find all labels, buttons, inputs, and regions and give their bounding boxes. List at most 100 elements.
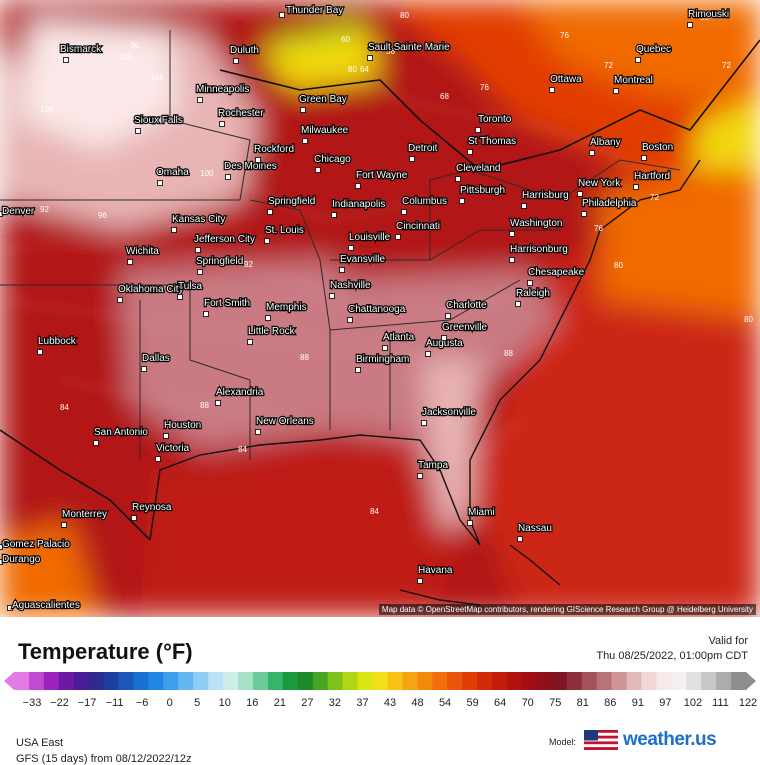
city-marker[interactable]: Sioux Falls [133, 114, 184, 134]
city-marker[interactable]: Augusta [425, 337, 464, 357]
contour-value-label: 88 [300, 353, 309, 362]
city-marker[interactable]: Memphis [265, 301, 308, 321]
city-marker[interactable]: Victoria [155, 442, 191, 462]
city-marker[interactable]: Fort Wayne [355, 169, 409, 189]
city-marker[interactable]: Dallas [141, 352, 171, 372]
city-marker[interactable]: Springfield [195, 255, 244, 275]
city-marker[interactable]: Gomez Palacio [0, 538, 71, 551]
city-marker[interactable]: Boston [641, 141, 674, 161]
city-marker[interactable]: Havana [417, 564, 454, 584]
city-marker[interactable]: St. Louis [264, 224, 305, 244]
city-marker[interactable]: Columbus [401, 195, 448, 215]
city-marker[interactable]: Cincinnati [395, 220, 441, 240]
city-marker[interactable]: Quebec [635, 43, 672, 63]
city-marker[interactable]: Hartford [633, 170, 671, 190]
city-label: Jacksonville [422, 407, 476, 418]
city-marker[interactable]: Toronto [475, 113, 513, 133]
city-marker[interactable]: Indianapolis [331, 198, 387, 218]
city-marker[interactable]: Ottawa [549, 73, 583, 93]
city-marker[interactable]: Albany [589, 136, 622, 156]
city-marker[interactable]: Monterrey [61, 508, 108, 528]
city-marker[interactable]: Tampa [417, 459, 450, 479]
city-marker[interactable]: Jefferson City [193, 233, 256, 253]
country-border [219, 39, 760, 171]
city-marker[interactable]: Louisville [348, 231, 392, 251]
city-marker[interactable]: Raleigh [515, 287, 551, 307]
city-marker[interactable]: Philadelphia [581, 197, 638, 217]
city-dot [265, 315, 271, 321]
city-marker[interactable]: Denver [0, 205, 36, 218]
city-marker[interactable]: Jacksonville [421, 406, 478, 426]
city-marker[interactable]: Tulsa [177, 280, 204, 300]
city-dot [417, 578, 423, 584]
country-border [0, 429, 151, 541]
city-marker[interactable]: Rimouski [687, 8, 730, 28]
city-label: Chesapeake [528, 267, 585, 278]
city-marker[interactable]: Durango [0, 553, 42, 566]
city-label: Rimouski [688, 9, 729, 20]
coast-line [399, 589, 481, 606]
city-marker[interactable]: Green Bay [298, 93, 348, 113]
city-marker[interactable]: Harrisonburg [509, 243, 569, 263]
field-max-north [20, 20, 180, 150]
city-label: Minneapolis [196, 84, 249, 95]
temperature-map[interactable]: 104 104 104 100 96 96 92 92 88 88 84 84 84 80 80 76 76 72… [0, 0, 760, 617]
city-marker[interactable]: Alexandria [215, 386, 265, 406]
city-marker[interactable]: Springfield [267, 195, 316, 215]
state-border [429, 169, 561, 260]
city-marker[interactable]: Little Rock [247, 325, 297, 345]
city-label: Lubbock [38, 336, 77, 347]
city-marker[interactable]: Chattanooga [347, 303, 407, 323]
city-marker[interactable]: Kansas City [171, 213, 227, 233]
city-marker[interactable]: New York [577, 177, 622, 197]
city-label: Pittsburgh [460, 185, 505, 196]
city-marker[interactable]: St Thomas [467, 135, 517, 155]
city-label: San Antonio [94, 427, 148, 438]
city-marker[interactable]: Des Moines [223, 160, 278, 180]
city-marker[interactable]: Greenville [441, 321, 489, 341]
city-dot [409, 156, 415, 162]
city-marker[interactable]: Lubbock [37, 335, 78, 355]
city-marker[interactable]: Chesapeake [527, 266, 586, 286]
city-marker[interactable]: Evansville [339, 253, 387, 273]
city-marker[interactable]: Washington [509, 217, 564, 237]
city-marker[interactable]: Sault Sainte Marie [367, 41, 451, 61]
city-marker[interactable]: Houston [163, 419, 202, 439]
city-marker[interactable]: Milwaukee [300, 124, 350, 144]
city-marker[interactable]: Oklahoma City [117, 283, 185, 303]
city-marker[interactable]: Fort Smith [203, 297, 251, 317]
city-dot [347, 317, 353, 323]
city-marker[interactable]: Chicago [313, 153, 352, 173]
city-marker[interactable]: Montreal [613, 74, 654, 94]
field-ocean-orange [600, 170, 760, 320]
city-marker[interactable]: Birmingham [355, 353, 411, 373]
city-marker[interactable]: Reynosa [131, 501, 173, 521]
city-marker[interactable]: San Antonio [93, 426, 150, 446]
colorbar-tick-label: 48 [411, 697, 424, 709]
city-marker[interactable]: Charlotte [445, 299, 488, 319]
colorbar-swatch [536, 672, 553, 690]
colorbar-swatch [626, 672, 643, 690]
city-marker[interactable]: Harrisburg [521, 189, 570, 209]
city-dot [197, 269, 203, 275]
city-marker[interactable]: Aguascalientes [7, 599, 81, 612]
city-marker[interactable]: Omaha [155, 166, 190, 186]
city-marker[interactable]: Pittsburgh [459, 184, 506, 204]
city-label: Sault Sainte Marie [368, 42, 450, 53]
city-marker[interactable]: Wichita [125, 245, 160, 265]
city-marker[interactable]: New Orleans [255, 415, 315, 435]
city-marker[interactable]: Atlanta [382, 331, 416, 351]
city-marker[interactable]: Miami [467, 506, 496, 526]
city-marker[interactable]: Detroit [407, 142, 439, 162]
city-marker[interactable]: Thunder Bay [279, 4, 344, 18]
city-marker[interactable]: Cleveland [455, 162, 502, 182]
city-marker[interactable]: Bismarck [59, 43, 103, 63]
city-marker[interactable]: Nassau [517, 522, 553, 542]
city-dot [7, 605, 13, 611]
city-marker[interactable]: Rochester [217, 107, 265, 127]
city-marker[interactable]: Duluth [229, 44, 260, 64]
city-marker[interactable]: Minneapolis [195, 83, 251, 103]
city-marker[interactable]: Rockford [253, 143, 295, 163]
city-marker[interactable]: Nashville [329, 279, 372, 299]
brand-logo[interactable]: weather.us [584, 729, 717, 751]
